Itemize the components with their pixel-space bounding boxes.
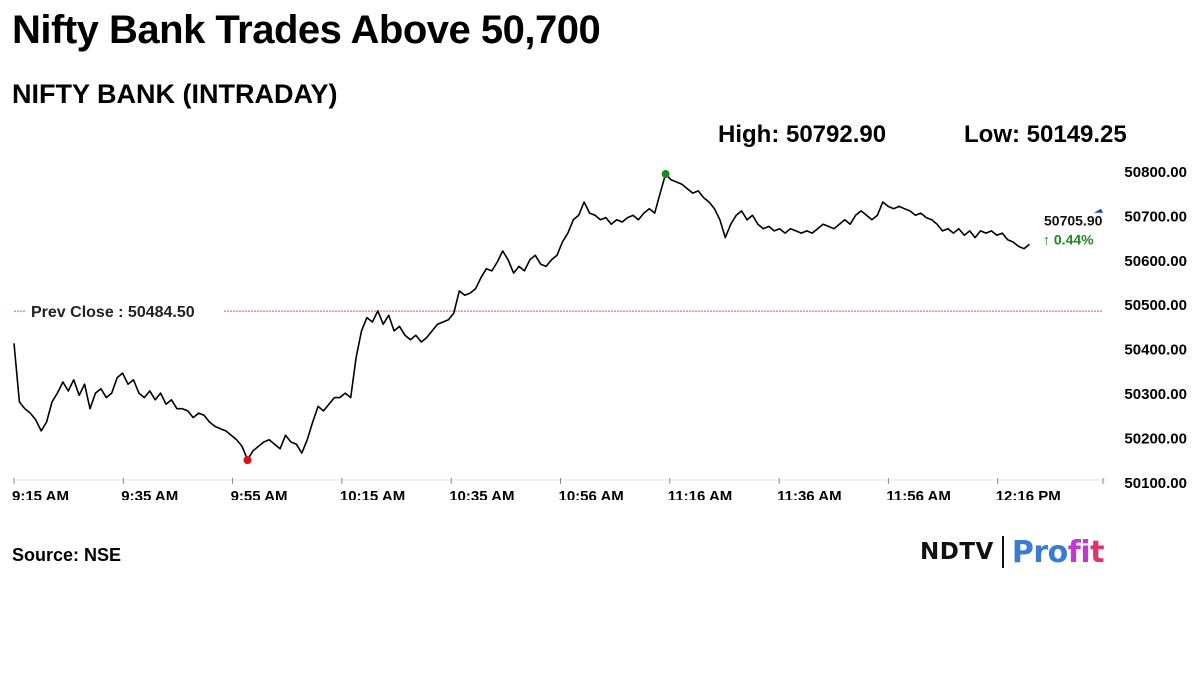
last-price-label: 50705.90 — [1044, 213, 1103, 229]
y-tick-label: 50300.00 — [1124, 386, 1187, 403]
profit-letter: t — [1090, 534, 1104, 570]
y-axis-ticks: 50100.00 50200.00 50300.00 50400.00 50500.00… — [1124, 164, 1187, 492]
profit-letter: r — [1033, 534, 1048, 570]
low-value: Low: 50149.25 — [964, 121, 1127, 148]
x-tick-label: 9:55 AM — [231, 488, 288, 500]
source-label: Source: NSE — [12, 545, 122, 565]
x-tick-label: 11:16 AM — [668, 488, 732, 500]
x-tick-label: 11:56 AM — [886, 488, 950, 500]
ndtv-profit-logo: NDTV Profit — [920, 533, 1104, 571]
y-tick-label: 50800.00 — [1124, 164, 1187, 181]
y-tick-label: 50600.00 — [1124, 253, 1187, 270]
x-tick-label: 10:35 AM — [449, 488, 514, 500]
price-series-line — [13, 173, 1030, 461]
logo-divider — [1001, 536, 1004, 568]
low-marker — [243, 456, 252, 465]
prev-close-label-bg — [26, 301, 224, 322]
x-tick-label: 12:16 PM — [996, 488, 1061, 500]
x-tick-label: 11:36 AM — [777, 488, 841, 500]
high-value: High: 50792.90 — [718, 121, 887, 148]
profit-letter: P — [1011, 534, 1034, 570]
price-change-label: ↑ 0.44% — [1043, 232, 1094, 248]
y-tick-label: 50200.00 — [1124, 431, 1187, 448]
prev-close-label: Prev Close : 50484.50 — [31, 304, 195, 321]
x-tick-label: 9:35 AM — [121, 488, 178, 500]
profit-letter: o — [1047, 534, 1069, 570]
y-tick-label: 50500.00 — [1124, 297, 1187, 314]
headline: Nifty Bank Trades Above 50,700 — [12, 8, 601, 52]
profit-letter: i — [1080, 534, 1091, 570]
y-tick-label: 50100.00 — [1124, 475, 1187, 492]
chart-subtitle: NIFTY BANK (INTRADAY) — [12, 79, 338, 109]
high-marker — [661, 170, 670, 179]
x-tick-label: 9:15 AM — [12, 488, 69, 500]
last-price-marker — [1094, 208, 1103, 213]
x-tick-label: 10:56 AM — [559, 488, 624, 500]
x-axis-ticks: 9:15 AM 9:35 AM 9:55 AM 10:15 AM 10:35 AM 10:… — [12, 478, 1106, 500]
intraday-chart: 50100.00 50200.00 50300.00 50400.00 50500.00… — [12, 164, 1187, 500]
profit-letter: f — [1067, 534, 1081, 570]
y-tick-label: 50400.00 — [1124, 342, 1187, 359]
y-tick-label: 50700.00 — [1124, 208, 1187, 225]
profit-wordmark: Profit — [1011, 534, 1105, 570]
x-tick-label: 10:15 AM — [340, 488, 405, 500]
ndtv-wordmark: NDTV — [920, 539, 994, 565]
